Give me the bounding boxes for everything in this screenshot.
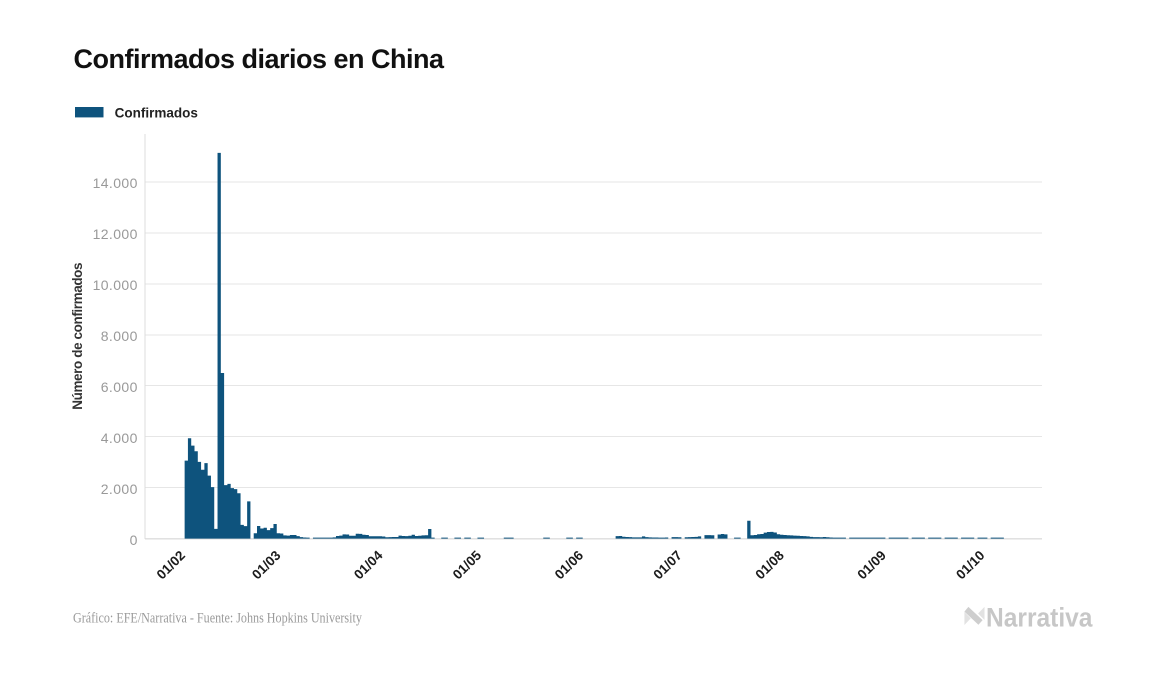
svg-text:01/03: 01/03 <box>249 547 284 582</box>
svg-text:01/09: 01/09 <box>854 548 889 583</box>
svg-text:Gráfico: EFE/Narrativa - Fuent: Gráfico: EFE/Narrativa - Fuente: Johns H… <box>73 609 362 625</box>
svg-text:8.000: 8.000 <box>101 328 138 344</box>
svg-text:01/08: 01/08 <box>752 547 787 582</box>
svg-text:Confirmados: Confirmados <box>115 106 198 121</box>
svg-text:01/02: 01/02 <box>154 548 189 583</box>
svg-text:Número de confirmados: Número de confirmados <box>70 263 85 410</box>
svg-text:14.000: 14.000 <box>93 175 138 191</box>
svg-text:01/04: 01/04 <box>351 547 386 582</box>
svg-text:Narrativa: Narrativa <box>986 603 1093 632</box>
svg-text:Confirmados diarios en China: Confirmados diarios en China <box>74 44 446 74</box>
svg-text:01/05: 01/05 <box>450 547 485 582</box>
svg-text:01/07: 01/07 <box>650 548 685 583</box>
svg-text:12.000: 12.000 <box>93 226 138 242</box>
svg-text:2.000: 2.000 <box>101 481 138 497</box>
svg-text:01/06: 01/06 <box>552 547 587 582</box>
svg-text:0: 0 <box>130 532 138 548</box>
svg-text:10.000: 10.000 <box>93 277 138 293</box>
svg-text:4.000: 4.000 <box>101 430 138 446</box>
svg-text:6.000: 6.000 <box>101 379 138 395</box>
svg-text:01/10: 01/10 <box>953 548 988 583</box>
